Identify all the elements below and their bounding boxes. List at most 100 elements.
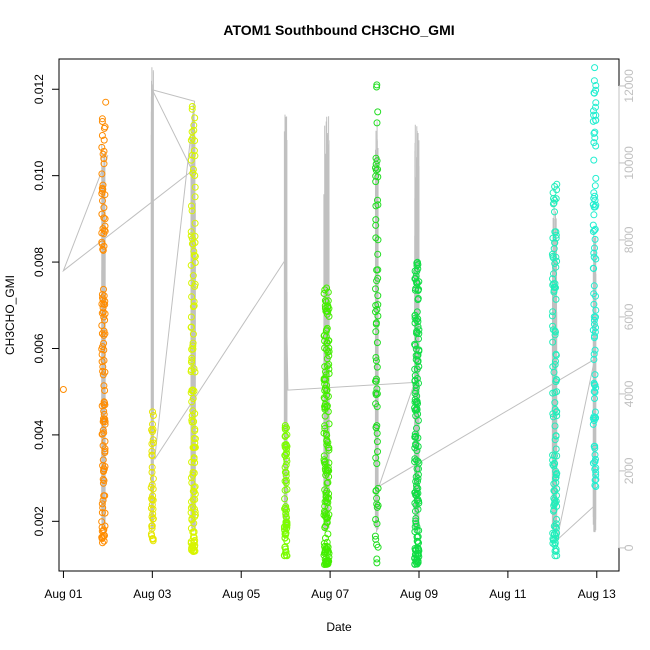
data-point — [373, 555, 381, 563]
data-point — [415, 363, 423, 370]
data-point — [553, 408, 561, 416]
data-point — [411, 455, 419, 463]
data-point — [325, 370, 333, 378]
data-point — [98, 300, 106, 308]
data-point — [322, 510, 330, 518]
data-point — [101, 316, 109, 324]
data-point — [189, 468, 197, 476]
data-point — [189, 342, 197, 350]
data-point — [321, 400, 329, 408]
data-point — [100, 357, 108, 364]
data-point — [374, 448, 381, 456]
data-point — [551, 389, 559, 396]
data-point — [590, 253, 598, 261]
data-point — [552, 479, 560, 487]
data-point — [551, 327, 559, 335]
data-point — [412, 473, 420, 481]
data-point — [591, 442, 599, 450]
data-point — [414, 287, 422, 294]
data-point — [100, 465, 108, 473]
data-point — [372, 487, 380, 495]
data-point — [373, 559, 381, 567]
data-point — [415, 335, 422, 343]
data-point — [321, 498, 329, 506]
data-point — [190, 483, 198, 491]
data-point — [190, 298, 198, 306]
x-tick-label: Aug 07 — [311, 587, 349, 601]
data-point — [99, 475, 107, 483]
data-point — [283, 445, 290, 453]
data-point — [189, 503, 197, 511]
data-point — [414, 549, 422, 557]
data-point — [549, 338, 557, 346]
data-point — [100, 136, 108, 144]
data-point — [590, 77, 598, 85]
data-point — [372, 375, 380, 383]
data-point — [551, 436, 559, 444]
data-point — [414, 295, 422, 302]
data-point — [99, 225, 107, 233]
data-point — [188, 103, 196, 110]
data-point — [98, 184, 106, 192]
data-point — [372, 516, 380, 523]
data-point — [191, 439, 199, 447]
data-point — [415, 379, 422, 387]
data-point — [411, 458, 419, 466]
data-point — [549, 200, 557, 208]
data-point — [549, 363, 557, 371]
data-point — [100, 492, 108, 500]
data-point — [552, 470, 560, 478]
data-point — [590, 89, 598, 97]
data-point — [590, 300, 598, 308]
data-point — [100, 415, 107, 423]
data-point — [372, 454, 380, 462]
data-point — [100, 407, 108, 415]
data-point — [98, 430, 106, 438]
data-point — [148, 513, 156, 521]
data-point — [325, 348, 333, 355]
data-point — [324, 362, 331, 370]
data-point — [283, 552, 291, 560]
data-point — [281, 477, 289, 485]
chart-title: ATOM1 Southbound CH3CHO_GMI — [223, 22, 454, 38]
x-axis: Aug 01 Aug 03 Aug 05 Aug 07 Aug 09 Aug 11 Aug … — [44, 570, 616, 601]
data-point — [413, 308, 421, 316]
y-tick-label: 0.008 — [32, 247, 46, 277]
data-point — [551, 196, 559, 204]
data-point — [412, 491, 420, 499]
data-point — [59, 386, 67, 393]
data-point — [372, 164, 379, 172]
data-point — [373, 306, 381, 313]
data-point — [412, 432, 419, 440]
data-point — [190, 247, 198, 255]
data-point — [591, 388, 599, 396]
data-point — [591, 226, 598, 234]
data-point — [191, 152, 199, 160]
data-point — [552, 253, 560, 261]
data-point — [373, 494, 381, 502]
data-point — [323, 386, 331, 394]
data-point — [373, 403, 381, 411]
data-point — [148, 495, 156, 503]
data-point — [372, 216, 380, 224]
data-point — [591, 381, 599, 389]
data-point — [591, 182, 599, 190]
data-point — [374, 165, 382, 173]
data-point — [592, 471, 600, 479]
data-point — [148, 468, 156, 476]
data-point — [149, 420, 156, 428]
data-point — [100, 285, 107, 293]
data-point — [550, 535, 558, 543]
data-point — [411, 523, 419, 531]
data-point — [188, 354, 196, 362]
data-point — [552, 534, 560, 542]
y-tick-label: 0.004 — [32, 420, 46, 450]
data-point — [553, 412, 561, 420]
data-point — [98, 500, 106, 508]
data-point — [283, 524, 291, 532]
data-point — [591, 371, 599, 379]
data-point — [187, 313, 195, 321]
data-point — [373, 503, 381, 511]
data-point — [320, 456, 328, 464]
data-point — [98, 210, 106, 218]
